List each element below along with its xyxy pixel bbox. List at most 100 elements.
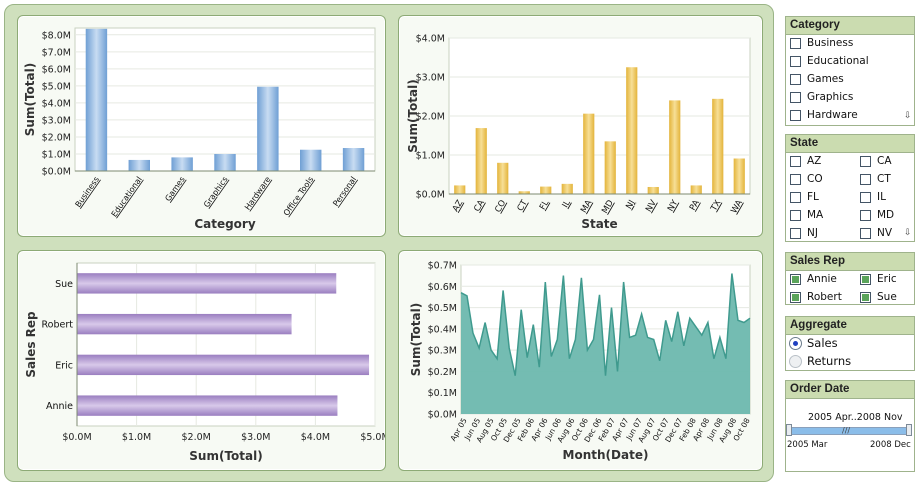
date-slider-grip[interactable]: ///: [842, 426, 851, 435]
aggregate-returns-label[interactable]: Returns: [807, 354, 852, 368]
state-option-nj-label[interactable]: NJ: [807, 227, 818, 239]
y-tick-label: $5.0M: [42, 81, 71, 92]
state-option-fl-checkbox[interactable]: [790, 192, 801, 203]
state-option-nv-checkbox[interactable]: [860, 228, 871, 239]
date-range-label: 2005 Apr..2008 Nov: [808, 412, 903, 423]
salesrep-chart-panel: $0.0M $1.0M $2.0M $3.0M $4.0M $5.0M Sue Robert E…: [17, 250, 386, 471]
date-slider-min-handle[interactable]: [786, 424, 792, 436]
state-option-ca-label[interactable]: CA: [877, 155, 892, 167]
y-tick-label: $0.3M: [428, 346, 457, 357]
y-tick-label: $2.0M: [42, 132, 71, 143]
category-option-graphics-checkbox[interactable]: [790, 92, 801, 103]
y-tick-label: $0.6M: [428, 282, 457, 293]
x-tick-label: Games: [163, 175, 186, 203]
state-option-az-checkbox[interactable]: [790, 156, 801, 167]
month-chart[interactable]: $0.0M $0.1M $0.2M $0.3M $0.4M $0.5M $0.6M $0.7M…: [399, 251, 762, 470]
bar: [626, 67, 638, 194]
y-tick-label: Eric: [55, 360, 73, 371]
bar: [712, 98, 724, 194]
salesrep-option-annie-label[interactable]: Annie: [807, 273, 837, 285]
state-option-ca-checkbox[interactable]: [860, 156, 871, 167]
state-option-md-checkbox[interactable]: [860, 210, 871, 221]
aggregate-sales-label[interactable]: Sales: [807, 336, 838, 350]
state-option-ct-label[interactable]: CT: [877, 173, 891, 185]
state-chart-panel: $0.0M $1.0M $2.0M $3.0M $4.0M AZ CA CO CT FL IL MA M…: [398, 15, 763, 237]
state-option-co-checkbox[interactable]: [790, 174, 801, 185]
salesrep-option-eric-label[interactable]: Eric: [877, 273, 897, 285]
state-option-ma-label[interactable]: MA: [807, 209, 824, 221]
x-tick-label: $1.0M: [122, 432, 151, 443]
salesrep-option-robert-label[interactable]: Robert: [807, 291, 842, 303]
bar: [257, 86, 279, 171]
salesrep-option-sue-label[interactable]: Sue: [877, 291, 897, 303]
x-tick-label: NY: [666, 198, 681, 214]
category-option-business-checkbox[interactable]: [790, 38, 801, 49]
bar: [77, 354, 370, 376]
state-option-il-label[interactable]: IL: [877, 191, 886, 203]
salesrep-filter-title: Sales Rep: [786, 253, 914, 271]
category-option-educational-checkbox[interactable]: [790, 56, 801, 67]
plot-area: [74, 27, 376, 172]
bar: [454, 185, 466, 194]
aggregate-returns-radio[interactable]: [789, 355, 802, 368]
state-option-co-label[interactable]: CO: [807, 173, 823, 185]
category-option-games-label[interactable]: Games: [807, 73, 844, 85]
salesrep-option-sue-checkbox[interactable]: [860, 292, 871, 303]
scroll-down-icon[interactable]: ⇩: [904, 228, 912, 238]
bar: [518, 191, 530, 194]
bar: [647, 186, 659, 194]
x-tick-label: MA: [579, 198, 594, 215]
x-tick-label: NJ: [624, 199, 637, 212]
y-axis-title: Sales Rep: [24, 311, 38, 378]
orderdate-filter: Order Date 2005 Apr..2008 Nov /// 2005 M…: [785, 380, 915, 472]
y-tick-label: $0.5M: [428, 303, 457, 314]
y-tick-label: $7.0M: [42, 47, 71, 58]
y-tick-label: $2.0M: [416, 112, 445, 123]
state-option-ma-checkbox[interactable]: [790, 210, 801, 221]
aggregate-filter-title: Aggregate: [786, 317, 914, 335]
category-option-educational-label[interactable]: Educational: [807, 55, 869, 67]
category-option-graphics-label[interactable]: Graphics: [807, 91, 854, 103]
state-option-nv-label[interactable]: NV: [877, 227, 893, 239]
state-option-fl-label[interactable]: FL: [807, 191, 819, 203]
category-option-hardware-label[interactable]: Hardware: [807, 109, 858, 121]
state-option-ct-checkbox[interactable]: [860, 174, 871, 185]
y-tick-label: $0.1M: [428, 388, 457, 399]
x-tick-label: IL: [561, 198, 573, 210]
x-tick-label: $5.0M: [360, 432, 385, 443]
category-option-business-label[interactable]: Business: [807, 37, 854, 49]
state-option-az-label[interactable]: AZ: [807, 155, 822, 167]
category-option-games-checkbox[interactable]: [790, 74, 801, 85]
state-chart[interactable]: $0.0M $1.0M $2.0M $3.0M $4.0M AZ CA CO CT FL IL MA M…: [399, 16, 762, 236]
category-chart[interactable]: $0.0M $1.0M $2.0M $3.0M $4.0M $5.0M $6.0M $7.0M…: [18, 16, 385, 236]
x-tick-label: CT: [516, 198, 531, 213]
y-tick-label: $0.2M: [428, 367, 457, 378]
x-axis-title: Category: [194, 217, 256, 231]
bar: [604, 141, 616, 194]
state-option-md-label[interactable]: MD: [877, 209, 895, 221]
x-tick-label: WA: [729, 198, 745, 215]
state-option-nj-checkbox[interactable]: [790, 228, 801, 239]
x-tick-label: NV: [644, 198, 659, 214]
x-tick-label: Hardware: [243, 175, 273, 212]
salesrep-option-eric-checkbox[interactable]: [860, 274, 871, 285]
date-slider-range[interactable]: [792, 428, 906, 434]
y-tick-label: $1.0M: [42, 149, 71, 160]
date-slider-max-handle[interactable]: [906, 424, 912, 436]
aggregate-filter: Aggregate Sales Returns: [785, 316, 915, 371]
state-option-il-checkbox[interactable]: [860, 192, 871, 203]
x-tick-label: Personal: [331, 175, 358, 208]
category-option-hardware-checkbox[interactable]: [790, 110, 801, 121]
scroll-down-icon[interactable]: ⇩: [904, 111, 912, 121]
date-min-label: 2005 Mar: [787, 440, 828, 450]
bar: [214, 153, 236, 171]
salesrep-chart[interactable]: $0.0M $1.0M $2.0M $3.0M $4.0M $5.0M Sue Robert E…: [18, 251, 385, 470]
x-tick-label: $4.0M: [301, 432, 330, 443]
x-tick-label: $0.0M: [62, 432, 91, 443]
bar: [300, 149, 322, 171]
x-tick-label: TX: [709, 198, 724, 214]
salesrep-option-annie-checkbox[interactable]: [790, 274, 801, 285]
y-tick-label: $0.7M: [428, 261, 457, 272]
aggregate-sales-radio[interactable]: [789, 337, 802, 350]
salesrep-option-robert-checkbox[interactable]: [790, 292, 801, 303]
